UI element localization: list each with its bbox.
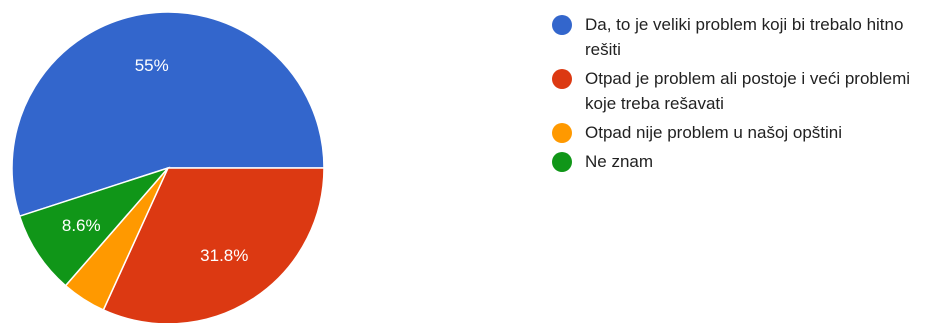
legend-label: Otpad nije problem u našoj opštini bbox=[585, 123, 843, 142]
slice-value-label-0: 55% bbox=[135, 56, 169, 75]
legend-item-3: Ne znam bbox=[552, 149, 922, 174]
legend-item-2: Otpad nije problem u našoj opštini bbox=[552, 120, 922, 145]
slice-value-label-3: 8.6% bbox=[62, 216, 101, 235]
slice-value-label-1: 31.8% bbox=[200, 246, 248, 265]
legend-swatch-icon bbox=[552, 15, 572, 35]
legend-swatch-icon bbox=[552, 123, 572, 143]
legend-item-1: Otpad je problem ali postoje i veći prob… bbox=[552, 66, 922, 116]
legend-item-0: Da, to je veliki problem koji bi trebalo… bbox=[552, 12, 922, 62]
pie-slice-3 bbox=[18, 166, 171, 287]
legend-label: Da, to je veliki problem koji bi trebalo… bbox=[585, 15, 904, 59]
legend-swatch-icon bbox=[552, 69, 572, 89]
pie-chart-plot: 55% 31.8% 8.6% bbox=[11, 11, 325, 323]
chart-legend: Da, to je veliki problem koji bi trebalo… bbox=[552, 12, 922, 178]
legend-swatch-icon bbox=[552, 152, 572, 172]
pie-slice-1 bbox=[102, 167, 325, 323]
legend-label: Ne znam bbox=[585, 152, 654, 171]
legend-label: Otpad je problem ali postoje i veći prob… bbox=[585, 69, 911, 113]
pie-slice-0 bbox=[11, 11, 325, 218]
